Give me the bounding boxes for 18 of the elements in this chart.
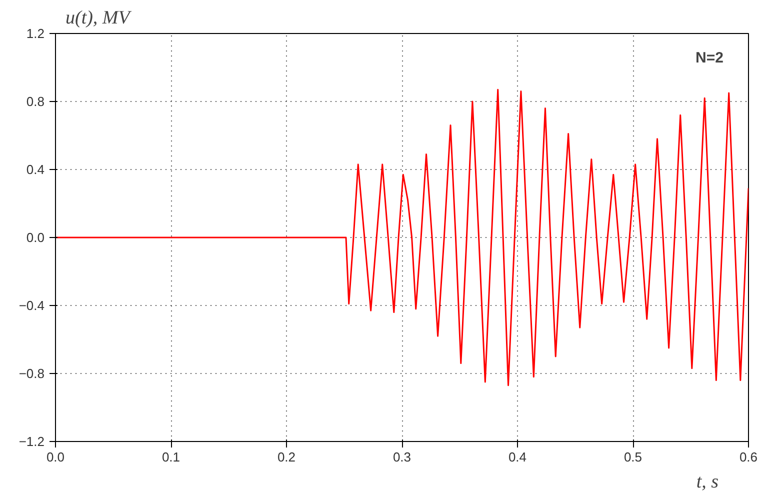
x-tick-label: 0.6 [739,450,758,464]
y-tick-label: 0.8 [26,94,45,109]
y-tick-label: 1.2 [26,26,45,41]
x-tick-label: 0.1 [162,450,180,464]
y-tick-label: 0.4 [26,162,45,177]
x-tick-label: 0.5 [624,450,642,464]
y-tick-label: −1.2 [18,434,45,449]
y-tick-label: −0.4 [18,298,45,313]
x-tick-label: 0.2 [277,450,296,464]
annotation: N=2 [696,50,724,66]
x-tick-label: 0.4 [508,450,527,464]
x-tick-label: 0.3 [392,450,412,464]
x-axis-title: t, s [696,472,719,492]
x-tick-label: 0.0 [46,450,65,464]
y-axis-title: u(t), MV [66,8,132,28]
y-tick-label: −0.8 [18,366,45,381]
y-tick-label: 0.0 [26,230,45,245]
line-series [56,88,748,386]
